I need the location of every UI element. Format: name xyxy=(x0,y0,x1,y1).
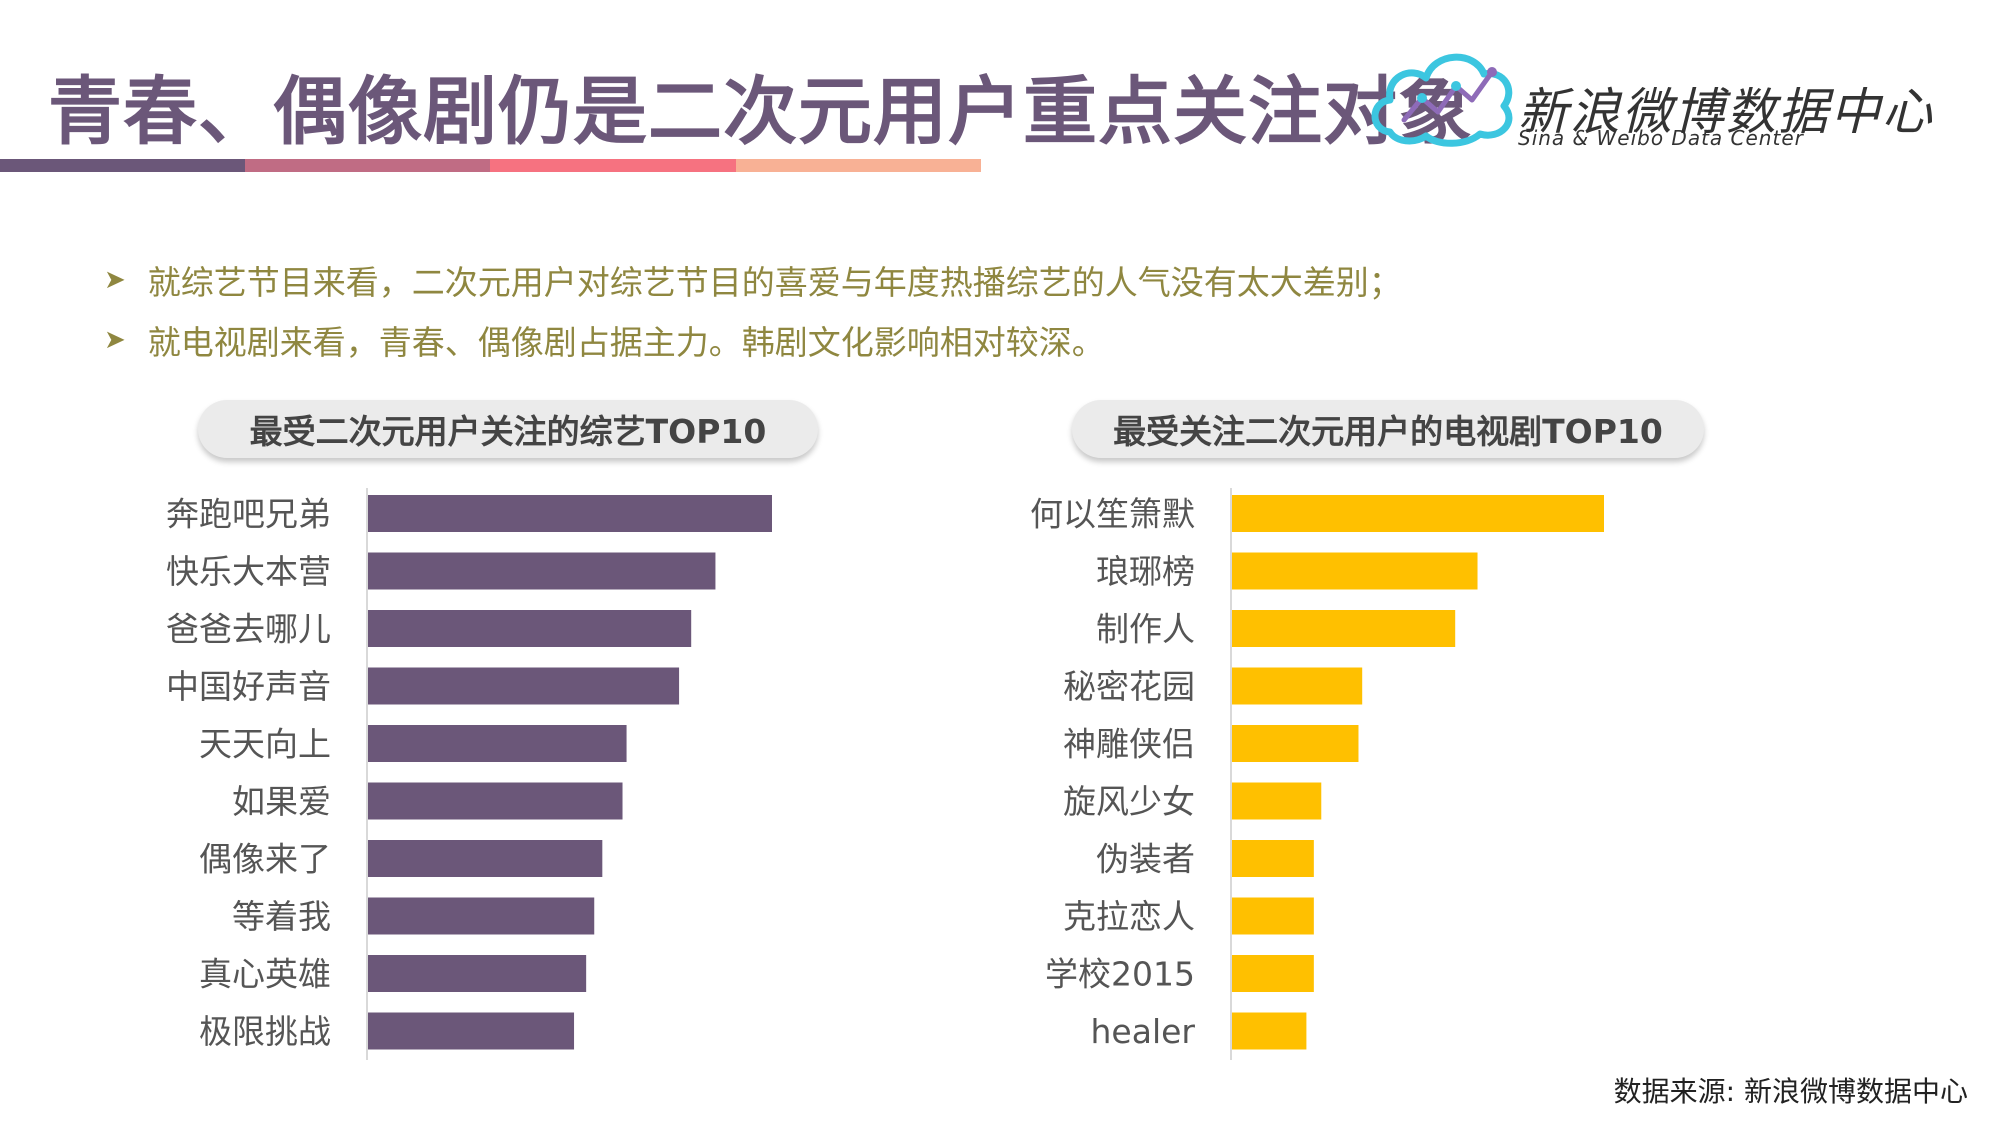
variety-chart-title: 最受二次元用户关注的综艺TOP10 xyxy=(198,400,818,458)
category-label-6: 旋风少女 xyxy=(1063,782,1195,821)
category-label-7: 伪装者 xyxy=(1096,840,1195,879)
cloud-chart-icon xyxy=(1371,53,1513,147)
category-label-7: 偶像来了 xyxy=(199,840,331,879)
bar-6 xyxy=(368,782,623,820)
category-label-9: 真心英雄 xyxy=(199,955,331,994)
category-label-2: 琅琊榜 xyxy=(1096,552,1195,591)
bar-2 xyxy=(1232,552,1478,590)
category-label-9: 学校2015 xyxy=(1045,955,1195,994)
category-label-3: 制作人 xyxy=(1096,610,1195,649)
bullet-text: 就综艺节目来看，二次元用户对综艺节目的喜爱与年度热播综艺的人气没有太大差别； xyxy=(147,263,1402,302)
category-label-3: 爸爸去哪儿 xyxy=(166,610,331,649)
logo-name-en: Sina & Weibo Data Center xyxy=(1518,126,1804,150)
bar-10 xyxy=(368,1012,575,1050)
bar-2 xyxy=(368,552,716,590)
variety-bar-chart: 奔跑吧兄弟快乐大本营爸爸去哪儿中国好声音天天向上如果爱偶像来了等着我真心英雄极限… xyxy=(166,488,772,1060)
bar-1 xyxy=(1232,495,1604,532)
category-label-1: 何以笙箫默 xyxy=(1030,495,1195,534)
category-label-8: 克拉恋人 xyxy=(1063,897,1195,936)
title-stripe-1 xyxy=(0,159,245,172)
title-stripe-4 xyxy=(736,159,981,172)
title-stripe-3 xyxy=(490,159,736,172)
weibo-data-center-logo: 新浪微博数据中心 Sina & Weibo Data Center xyxy=(1368,42,1948,162)
data-source: 数据来源: 新浪微博数据中心 xyxy=(1613,1075,1968,1108)
bar-6 xyxy=(1232,782,1322,820)
bullet-text: 就电视剧来看，青春、偶像剧占据主力。韩剧文化影响相对较深。 xyxy=(147,323,1105,362)
bullet-item: ➤ 就综艺节目来看，二次元用户对综艺节目的喜爱与年度热播综艺的人气没有太大差别； xyxy=(104,250,1402,310)
bar-9 xyxy=(1232,955,1314,992)
category-label-2: 快乐大本营 xyxy=(166,552,331,591)
bar-8 xyxy=(368,897,595,935)
bar-7 xyxy=(368,840,603,877)
page-title: 青春、偶像剧仍是二次元用户重点关注对象 xyxy=(48,69,1473,155)
category-label-5: 神雕侠侣 xyxy=(1063,725,1195,764)
arrow-bullet-icon: ➤ xyxy=(104,265,126,295)
category-label-10: healer xyxy=(1091,1012,1196,1051)
bar-5 xyxy=(1232,725,1359,762)
bar-1 xyxy=(368,495,772,532)
logo-name-cn: 新浪微博数据中心 xyxy=(1518,83,1934,141)
bar-4 xyxy=(368,667,680,705)
category-label-4: 中国好声音 xyxy=(166,667,331,706)
category-label-1: 奔跑吧兄弟 xyxy=(166,495,331,534)
tv-chart-title: 最受关注二次元用户的电视剧TOP10 xyxy=(1072,400,1704,458)
category-label-10: 极限挑战 xyxy=(199,1012,331,1051)
category-label-4: 秘密花园 xyxy=(1063,667,1195,706)
bullet-list: ➤ 就综艺节目来看，二次元用户对综艺节目的喜爱与年度热播综艺的人气没有太大差别；… xyxy=(104,250,1402,370)
bar-9 xyxy=(368,955,587,992)
bar-7 xyxy=(1232,840,1314,877)
bar-8 xyxy=(1232,897,1314,935)
category-label-5: 天天向上 xyxy=(199,725,331,764)
category-label-6: 如果爱 xyxy=(232,782,331,821)
bar-4 xyxy=(1232,667,1363,705)
bar-3 xyxy=(1232,610,1456,647)
bullet-item: ➤ 就电视剧来看，青春、偶像剧占据主力。韩剧文化影响相对较深。 xyxy=(104,310,1402,370)
bar-10 xyxy=(1232,1012,1307,1050)
arrow-bullet-icon: ➤ xyxy=(104,325,126,355)
bar-3 xyxy=(368,610,692,647)
title-stripe-2 xyxy=(245,159,490,172)
bar-5 xyxy=(368,725,627,762)
category-label-8: 等着我 xyxy=(232,897,331,936)
